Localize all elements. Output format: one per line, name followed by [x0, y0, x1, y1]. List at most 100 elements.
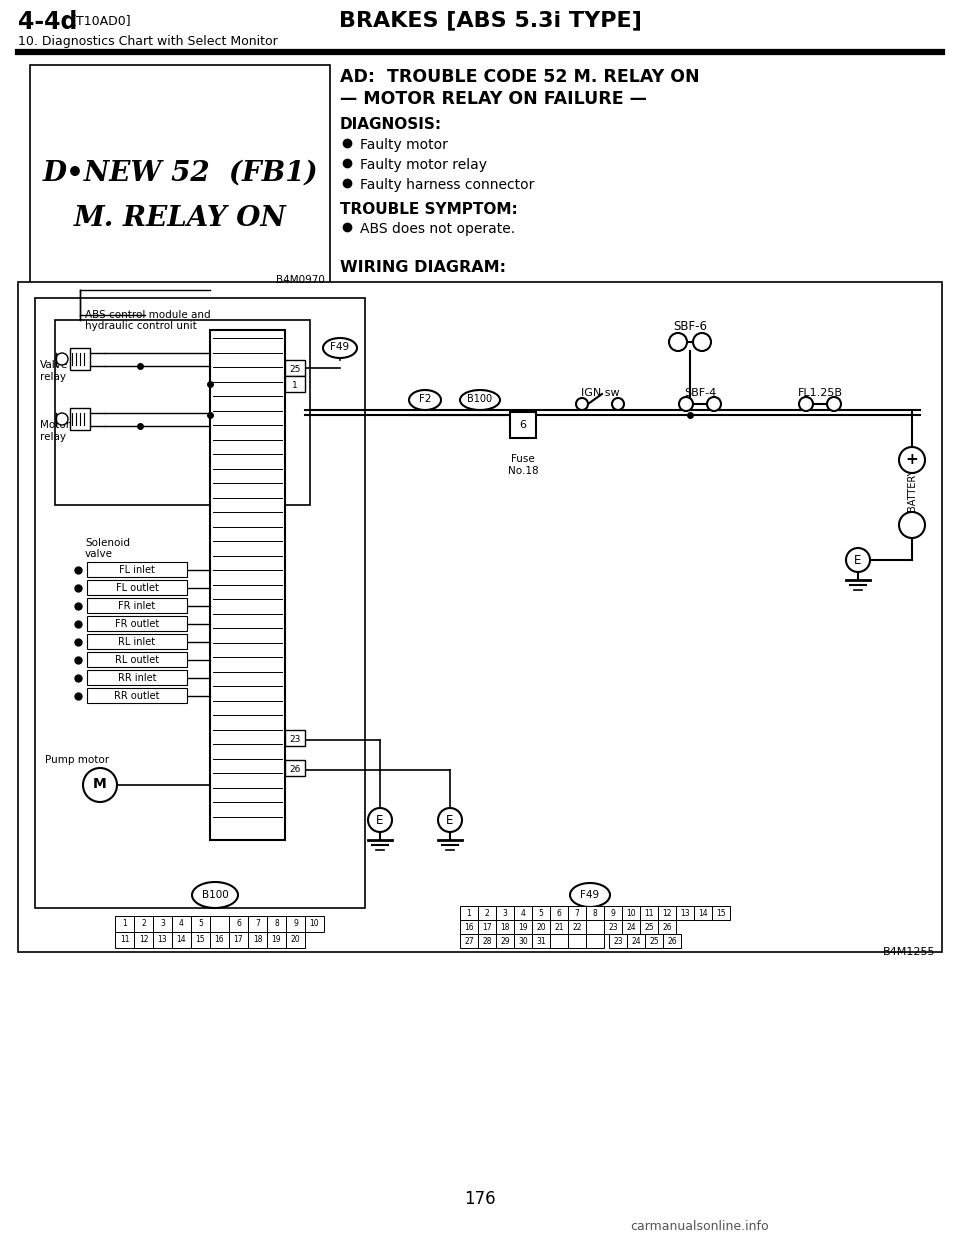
Bar — [460, 934, 478, 948]
Bar — [622, 905, 640, 920]
Bar — [550, 920, 568, 934]
Bar — [712, 905, 730, 920]
Text: 27: 27 — [465, 936, 474, 945]
Bar — [30, 65, 330, 289]
Text: B100: B100 — [202, 891, 228, 900]
Bar — [87, 669, 187, 686]
Text: 12: 12 — [139, 935, 148, 944]
Text: AD:  TROUBLE CODE 52 M. RELAY ON: AD: TROUBLE CODE 52 M. RELAY ON — [340, 68, 700, 86]
Text: Pump motor: Pump motor — [45, 755, 109, 765]
Text: 7: 7 — [255, 919, 260, 929]
Text: SBF-4: SBF-4 — [684, 388, 716, 397]
Bar — [191, 917, 210, 932]
Bar — [645, 934, 663, 948]
Bar — [285, 760, 305, 776]
Text: 176: 176 — [465, 1190, 495, 1208]
Bar — [285, 360, 305, 376]
Text: hydraulic control unit: hydraulic control unit — [85, 320, 197, 332]
Ellipse shape — [192, 882, 238, 908]
Bar — [248, 917, 267, 932]
Text: 9: 9 — [611, 908, 615, 918]
Bar — [87, 616, 187, 631]
Bar — [55, 320, 310, 505]
Bar — [285, 730, 305, 746]
Bar — [134, 932, 153, 948]
Bar — [267, 917, 286, 932]
Text: M: M — [93, 777, 107, 791]
Text: B4M1255: B4M1255 — [882, 946, 935, 958]
Text: 19: 19 — [518, 923, 528, 932]
Text: 21: 21 — [554, 923, 564, 932]
Bar — [568, 934, 586, 948]
Circle shape — [827, 397, 841, 411]
Text: IGN sw: IGN sw — [581, 388, 619, 397]
Text: 18: 18 — [500, 923, 510, 932]
Text: FL1.25B: FL1.25B — [798, 388, 843, 397]
Bar — [694, 905, 712, 920]
Bar — [87, 561, 187, 578]
Text: 22: 22 — [572, 923, 582, 932]
Text: 23: 23 — [289, 735, 300, 744]
Text: 26: 26 — [662, 923, 672, 932]
Bar — [210, 917, 229, 932]
Text: 18: 18 — [252, 935, 262, 944]
Text: 13: 13 — [681, 908, 690, 918]
Bar — [640, 905, 658, 920]
Bar — [609, 934, 627, 948]
Text: RR inlet: RR inlet — [118, 673, 156, 683]
Text: 23: 23 — [609, 923, 618, 932]
Bar — [87, 652, 187, 667]
Text: 2: 2 — [485, 908, 490, 918]
Text: Faulty harness connector: Faulty harness connector — [360, 178, 535, 193]
Text: 19: 19 — [272, 935, 281, 944]
Text: 26: 26 — [667, 936, 677, 945]
Bar — [604, 920, 622, 934]
Ellipse shape — [409, 390, 441, 410]
Text: 4-4d: 4-4d — [18, 10, 78, 34]
Text: 23: 23 — [613, 936, 623, 945]
Bar — [510, 412, 536, 438]
Bar — [532, 920, 550, 934]
Text: 16: 16 — [215, 935, 225, 944]
Text: F49: F49 — [581, 891, 600, 900]
Text: 6: 6 — [236, 919, 241, 929]
Bar — [658, 920, 676, 934]
Text: relay: relay — [40, 432, 66, 442]
Bar — [18, 282, 942, 953]
Text: WIRING DIAGRAM:: WIRING DIAGRAM: — [340, 260, 506, 274]
Text: 6: 6 — [557, 908, 562, 918]
Bar — [586, 934, 604, 948]
Text: 1: 1 — [467, 908, 471, 918]
Text: E: E — [446, 814, 454, 826]
Bar — [478, 905, 496, 920]
Bar — [627, 934, 645, 948]
Text: 4: 4 — [180, 919, 184, 929]
Bar — [248, 932, 267, 948]
Text: 15: 15 — [716, 908, 726, 918]
Text: 9: 9 — [293, 919, 298, 929]
Bar — [586, 920, 604, 934]
Text: 29: 29 — [500, 936, 510, 945]
Text: 1: 1 — [122, 919, 127, 929]
Text: 3: 3 — [160, 919, 165, 929]
Text: 14: 14 — [177, 935, 186, 944]
Text: No.18: No.18 — [508, 466, 539, 476]
Circle shape — [899, 447, 925, 473]
Text: D•NEW 52  (FB1): D•NEW 52 (FB1) — [42, 160, 318, 188]
Text: 8: 8 — [592, 908, 597, 918]
Bar — [478, 934, 496, 948]
Text: — MOTOR RELAY ON FAILURE —: — MOTOR RELAY ON FAILURE — — [340, 89, 647, 108]
Bar — [604, 905, 622, 920]
Text: DIAGNOSIS:: DIAGNOSIS: — [340, 117, 443, 132]
Text: RL inlet: RL inlet — [118, 637, 156, 647]
Bar — [70, 348, 90, 370]
Text: 24: 24 — [631, 936, 641, 945]
Bar — [87, 688, 187, 703]
Bar — [87, 580, 187, 595]
Text: 14: 14 — [698, 908, 708, 918]
Text: 5: 5 — [198, 919, 203, 929]
Bar — [532, 934, 550, 948]
Text: 5: 5 — [539, 908, 543, 918]
Text: F49: F49 — [330, 342, 349, 351]
Bar — [172, 932, 191, 948]
